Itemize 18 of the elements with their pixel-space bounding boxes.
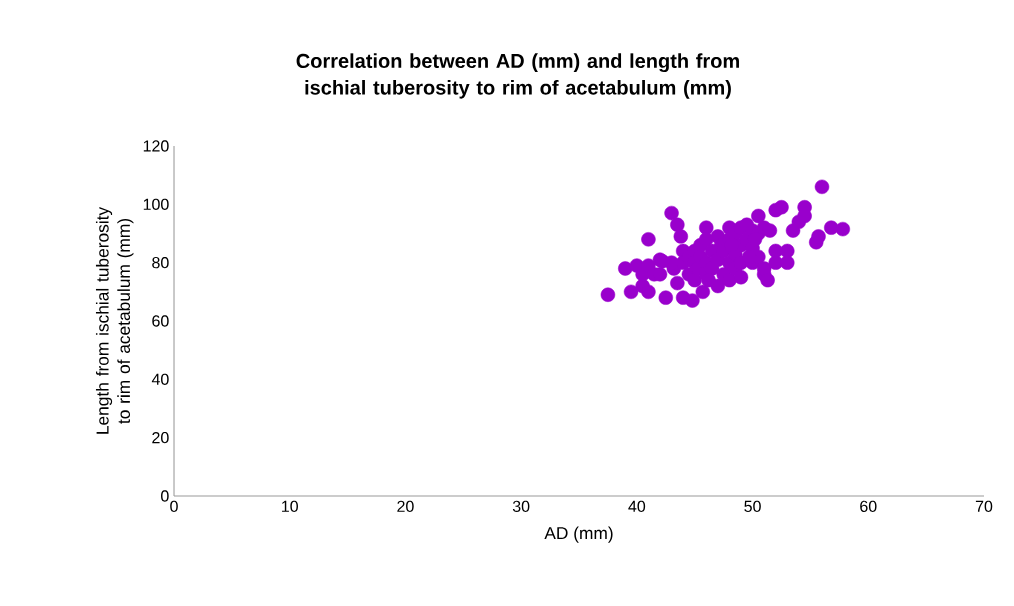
- y-tick-label: 100: [143, 198, 169, 210]
- x-tick-label: 40: [628, 500, 646, 513]
- x-tick-label: 20: [397, 500, 414, 513]
- y-tick-label: 80: [152, 257, 169, 269]
- y-tick-label: 120: [143, 140, 169, 152]
- chart-title: Correlation between AD (mm) and length from ischial tuberosity to rim of acetabulum (mm): [296, 53, 739, 99]
- y-tick-label: 0: [161, 490, 169, 502]
- y-tick-label: 40: [151, 373, 169, 385]
- y-tick-label: 20: [152, 431, 169, 444]
- x-tick-label: 50: [744, 500, 761, 513]
- y-tick-label: 60: [152, 315, 169, 327]
- x-tick-label: 0: [170, 500, 178, 513]
- x-tick-label: 10: [282, 500, 298, 513]
- x-tick-label: 30: [512, 500, 530, 513]
- x-tick-label: 70: [975, 500, 993, 513]
- y-axis-title: Length from ischial tuberosity to rim of acetabulum (mm): [95, 206, 134, 434]
- x-axis-title: AD (mm): [544, 526, 613, 543]
- x-tick-label: 60: [860, 500, 877, 513]
